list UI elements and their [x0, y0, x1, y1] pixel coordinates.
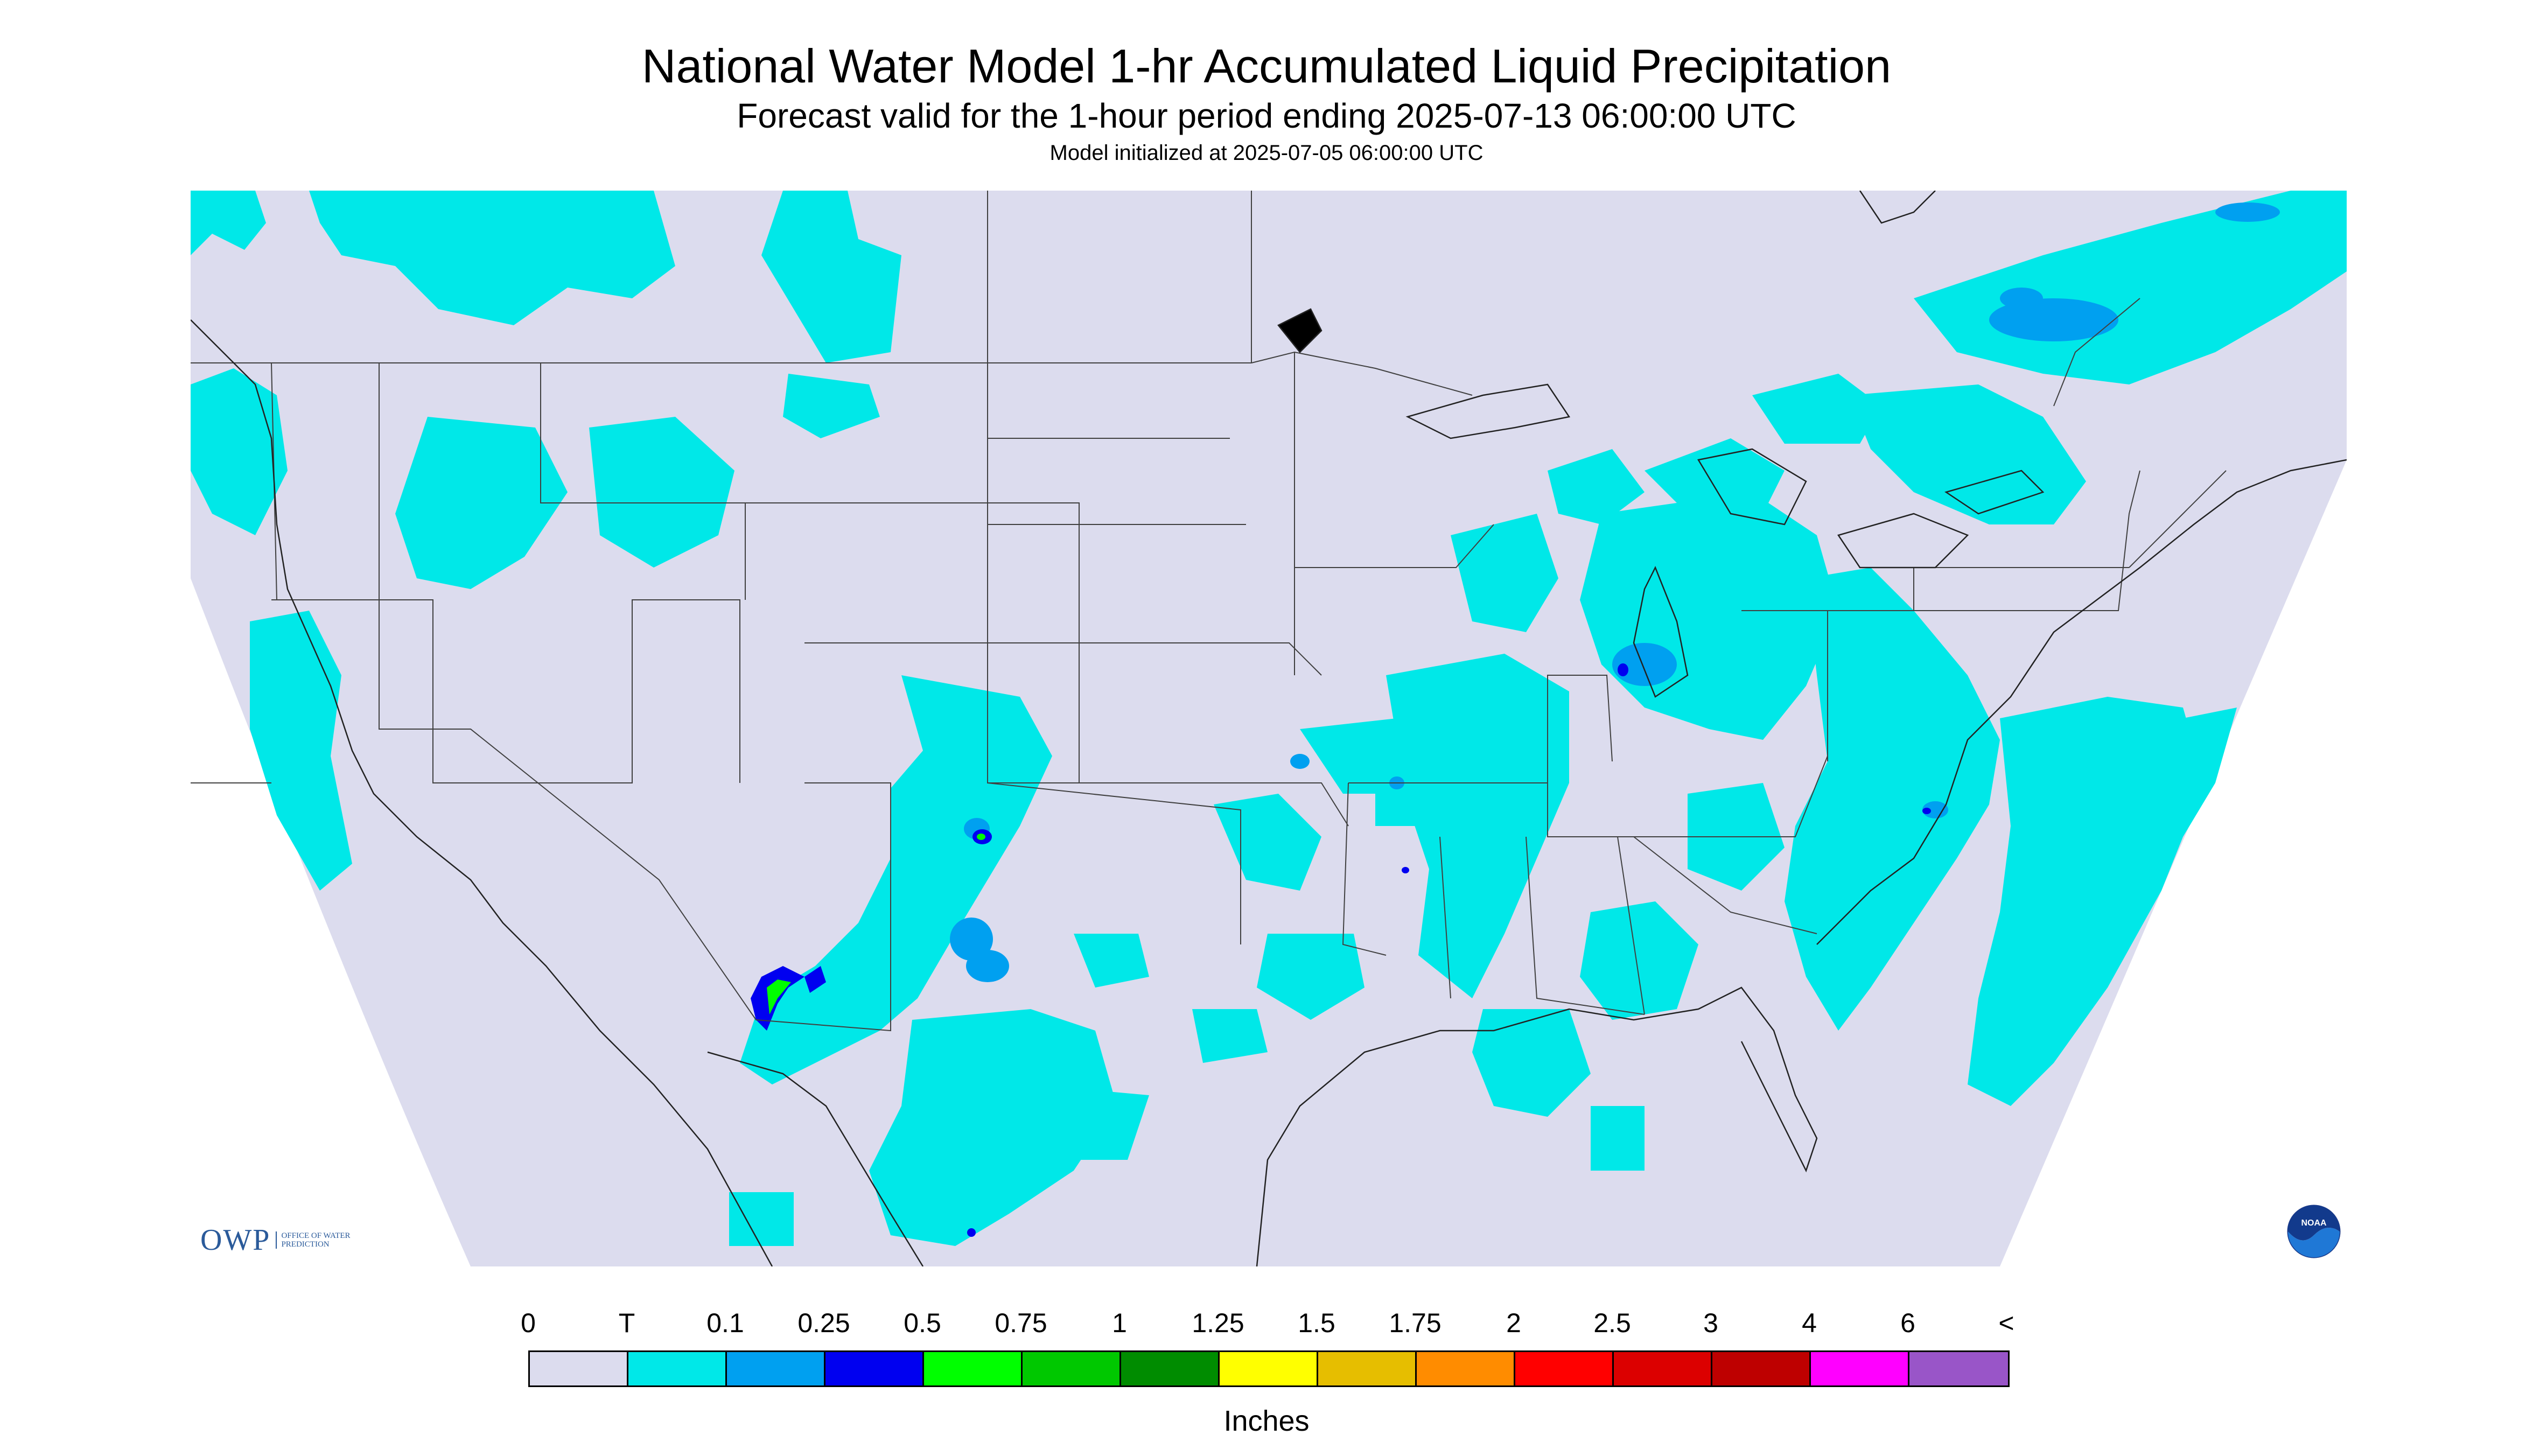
legend-tick-label: <: [1998, 1308, 2014, 1338]
legend-swatch: [1614, 1352, 1712, 1385]
legend-labels: 0 T 0.1 0.25 0.5 0.75 1 1.25 1.5 1.75 2 2.5 3 4 6 <: [0, 1307, 2533, 1340]
legend-swatch: [1712, 1352, 1811, 1385]
noaa-logo-text: NOAA: [2301, 1219, 2327, 1228]
owp-logo-text: OFFICE OF WATER PREDICTION: [276, 1231, 351, 1249]
legend-swatch: [1909, 1352, 2008, 1385]
legend-tick-label: 0: [521, 1308, 536, 1338]
legend-swatch: [1023, 1352, 1121, 1385]
out-of-domain-left: [191, 578, 471, 1266]
trace-precipitation-areas: [191, 191, 2347, 1246]
light-precipitation-areas: [950, 202, 2280, 982]
legend-swatch: [1417, 1352, 1515, 1385]
legend-tick-label: 1.25: [1192, 1308, 1244, 1338]
legend-tick-label: 1.75: [1389, 1308, 1442, 1338]
legend-tick-label: 0.75: [995, 1308, 1047, 1338]
legend-tick-label: 1: [1112, 1308, 1127, 1338]
legend-swatch: [924, 1352, 1023, 1385]
legend-swatch: [628, 1352, 727, 1385]
legend-swatch: [1811, 1352, 1909, 1385]
map-title: National Water Model 1-hr Accumulated Li…: [641, 39, 1892, 93]
legend-swatch: [825, 1352, 924, 1385]
legend-swatch: [1220, 1352, 1318, 1385]
legend-tick-label: 1.5: [1298, 1308, 1335, 1338]
legend-swatch: [530, 1352, 628, 1385]
legend-swatch: [1121, 1352, 1220, 1385]
precipitation-map: [191, 191, 2347, 1266]
legend-tick-label: 3: [1703, 1308, 1718, 1338]
noaa-logo: NOAA: [2286, 1204, 2341, 1262]
legend-swatch: [727, 1352, 825, 1385]
out-of-domain-right: [2000, 460, 2347, 1266]
model-init-line: Model initialized at 2025-07-05 06:00:00…: [1049, 141, 1484, 165]
legend-tick-label: 0.25: [797, 1308, 850, 1338]
owp-logo-mark: OWP: [200, 1223, 271, 1257]
heavy-precipitation-cells: [751, 663, 1931, 1237]
legend-tick-label: T: [618, 1308, 635, 1338]
legend-tick-label: 0.5: [904, 1308, 941, 1338]
legend-tick-label: 4: [1802, 1308, 1817, 1338]
legend-tick-label: 2: [1506, 1308, 1521, 1338]
legend-tick-label: 6: [1900, 1308, 1915, 1338]
legend-tick-label: 2.5: [1593, 1308, 1631, 1338]
owp-logo: OWP OFFICE OF WATER PREDICTION: [200, 1221, 351, 1259]
legend-tick-label: 0.1: [706, 1308, 744, 1338]
state-boundaries: [191, 191, 2227, 1032]
legend-color-bar: [528, 1350, 2010, 1387]
coastlines: [191, 191, 2347, 1266]
legend-swatch: [1318, 1352, 1417, 1385]
forecast-valid-subtitle: Forecast valid for the 1-hour period end…: [737, 96, 1796, 135]
legend-swatch: [1515, 1352, 1614, 1385]
legend-units: Inches: [1223, 1405, 1310, 1437]
